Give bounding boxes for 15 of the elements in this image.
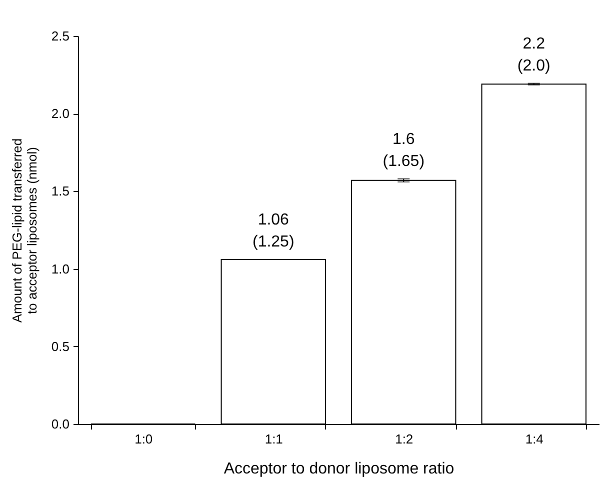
data-label: 1.6 (1.65) [382,130,425,170]
y-tick-label: 1.5 [51,184,70,199]
y-tick-label: 2.5 [51,28,70,44]
x-tick-label: 1:4 [525,432,544,446]
y-tick-label: 2.0 [51,106,70,122]
y-tick-label: 0.0 [51,416,70,432]
y-tick-label: 1.0 [51,261,70,276]
data-label: 2.2 (2.0) [517,35,550,74]
x-tick-label: 1:0 [134,432,153,446]
x-axis-title: Acceptor to donor liposome ratio [224,460,454,478]
y-tick-label: 0.5 [51,338,70,354]
data-label: 1.06 (1.25) [252,211,294,250]
x-tick-label: 1:1 [264,432,283,446]
x-tick-label: 1:2 [395,432,414,446]
y-axis-title: Amount of PEG-lipid transferred to acceptor liposomes (nmol) [9,138,40,323]
